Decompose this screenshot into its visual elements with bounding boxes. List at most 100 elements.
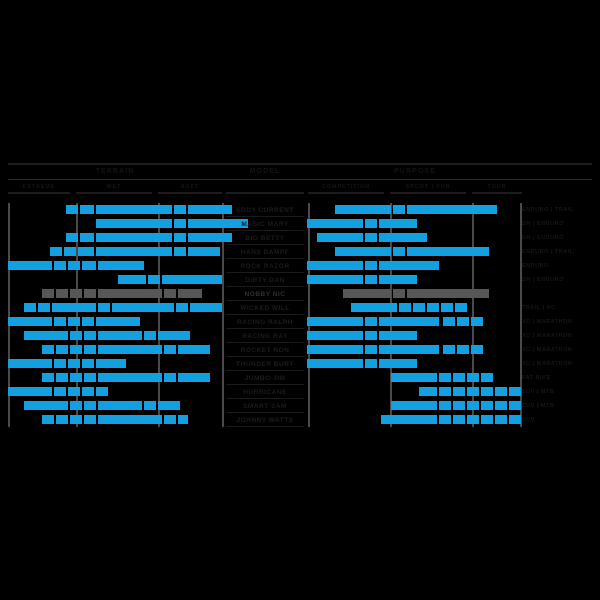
chart-row[interactable]: THUNDER BURT XC | MARATHON bbox=[0, 357, 600, 371]
model-name-underline bbox=[226, 328, 304, 329]
terrain-bar-segment bbox=[68, 359, 80, 368]
terrain-bar-segment bbox=[96, 387, 108, 396]
chart-row[interactable]: DIRTY DAN DH | ENDURO bbox=[0, 273, 600, 287]
terrain-bar-segment bbox=[56, 289, 68, 298]
purpose-bar-segment bbox=[399, 303, 411, 312]
model-name-underline bbox=[226, 356, 304, 357]
model-name-label[interactable]: RACING RALPH bbox=[237, 318, 293, 326]
subcolumn-title-1: WET bbox=[106, 184, 122, 190]
terrain-bar-segment bbox=[98, 373, 162, 382]
terrain-bar-segment bbox=[112, 303, 174, 312]
discipline-label: XC | MARATHON bbox=[522, 347, 573, 353]
terrain-bar-segment bbox=[52, 303, 96, 312]
chart-row[interactable]: JOHNNY WATTS SUV bbox=[0, 413, 600, 427]
chart-row[interactable]: HANS DAMPF ENDURO | TRAIL bbox=[0, 245, 600, 259]
terrain-bar-segment bbox=[188, 247, 220, 256]
chart-row[interactable]: WICKED WILL TRAIL | XC bbox=[0, 301, 600, 315]
terrain-bar-segment bbox=[50, 247, 62, 256]
subcolumn-underline-4 bbox=[390, 192, 466, 194]
model-name-label[interactable]: ROCKET RON bbox=[240, 346, 290, 354]
terrain-bar-segment bbox=[84, 345, 96, 354]
terrain-bar-segment bbox=[178, 415, 188, 424]
terrain-bar-segment bbox=[118, 275, 146, 284]
terrain-bar-segment bbox=[70, 331, 82, 340]
model-name-label[interactable]: WICKED WILL bbox=[240, 304, 290, 312]
terrain-bar-segment bbox=[68, 261, 80, 270]
chart-row[interactable]: ROCK RAZOR ENDURO bbox=[0, 259, 600, 273]
chart-row[interactable]: NOBBY NIC bbox=[0, 287, 600, 301]
terrain-bar-segment bbox=[42, 415, 54, 424]
purpose-bar-segment bbox=[463, 289, 475, 298]
terrain-bar-segment bbox=[42, 345, 54, 354]
model-name-underline bbox=[226, 258, 304, 259]
model-name-label[interactable]: MAGIC MARY bbox=[241, 220, 289, 228]
model-name-underline bbox=[226, 286, 304, 287]
model-name-underline bbox=[226, 216, 304, 217]
purpose-bar-segment bbox=[393, 205, 405, 214]
purpose-bar-segment bbox=[463, 247, 475, 256]
terrain-bar-segment bbox=[178, 289, 202, 298]
terrain-bar-segment bbox=[98, 303, 110, 312]
purpose-bar-segment bbox=[481, 373, 493, 382]
discipline-label: FAT BIKE bbox=[522, 375, 551, 381]
chart-row[interactable]: RACING RALPH XC | MARATHON bbox=[0, 315, 600, 329]
purpose-bar-segment bbox=[393, 289, 405, 298]
subcolumn-underline-1 bbox=[76, 192, 152, 194]
purpose-bar-segment bbox=[481, 387, 493, 396]
purpose-bar-segment bbox=[379, 331, 417, 340]
chart-row[interactable]: RACING RAY XC | MARATHON bbox=[0, 329, 600, 343]
purpose-bar-segment bbox=[335, 247, 391, 256]
terrain-bar-segment bbox=[56, 345, 68, 354]
purpose-bar-segment bbox=[379, 275, 417, 284]
purpose-bar-segment bbox=[365, 261, 377, 270]
discipline-label: SUV bbox=[522, 417, 535, 423]
purpose-bar-segment bbox=[455, 303, 467, 312]
terrain-bar-segment bbox=[188, 219, 248, 228]
model-name-underline bbox=[226, 384, 304, 385]
terrain-bar-segment bbox=[24, 303, 36, 312]
purpose-bar-segment bbox=[467, 415, 479, 424]
terrain-bar-segment bbox=[54, 359, 66, 368]
terrain-bar-segment bbox=[42, 289, 54, 298]
chart-row[interactable]: HURRICANE SUV | MTB bbox=[0, 385, 600, 399]
terrain-bar-segment bbox=[96, 233, 172, 242]
purpose-bar-segment bbox=[481, 401, 493, 410]
purpose-bar-segment bbox=[379, 359, 417, 368]
purpose-bar-segment bbox=[419, 387, 437, 396]
purpose-bar-segment bbox=[467, 401, 479, 410]
chart-row[interactable]: MAGIC MARY DH | ENDURO bbox=[0, 217, 600, 231]
model-name-label[interactable]: SMART SAM bbox=[243, 402, 287, 410]
purpose-bar-segment bbox=[365, 345, 377, 354]
model-name-label[interactable]: THUNDER BURT bbox=[236, 360, 294, 368]
purpose-bar-segment bbox=[439, 401, 451, 410]
model-name-label[interactable]: BIG BETTY bbox=[245, 234, 285, 242]
terrain-bar-segment bbox=[98, 331, 142, 340]
discipline-label: TRAIL | XC bbox=[522, 305, 556, 311]
chart-row[interactable]: BIG BETTY DH | ENDURO bbox=[0, 231, 600, 245]
purpose-bar-segment bbox=[351, 303, 397, 312]
chart-row[interactable]: JUMBO JIM FAT BIKE bbox=[0, 371, 600, 385]
model-name-label[interactable]: EDDY CURRENT bbox=[236, 206, 294, 214]
model-name-label[interactable]: JUMBO JIM bbox=[244, 374, 286, 382]
chart-row[interactable]: SMART SAM SUV | MTB bbox=[0, 399, 600, 413]
discipline-label: DH | ENDURO bbox=[522, 221, 564, 227]
model-name-underline bbox=[226, 426, 304, 427]
purpose-bar-segment bbox=[307, 317, 363, 326]
model-name-label[interactable]: ROCK RAZOR bbox=[240, 262, 290, 270]
model-name-label[interactable]: RACING RAY bbox=[242, 332, 288, 340]
subcolumn-underline-0 bbox=[8, 192, 70, 194]
purpose-bar-segment bbox=[307, 275, 363, 284]
chart-row[interactable]: ROCKET RON XC | MARATHON bbox=[0, 343, 600, 357]
purpose-bar-segment bbox=[495, 401, 507, 410]
model-name-label[interactable]: JOHNNY WATTS bbox=[236, 416, 294, 424]
model-name-label[interactable]: NOBBY NIC bbox=[244, 290, 286, 298]
terrain-bar-segment bbox=[70, 373, 82, 382]
chart-row[interactable]: EDDY CURRENT ENDURO | TRAIL bbox=[0, 203, 600, 217]
model-name-label[interactable]: HURRICANE bbox=[243, 388, 287, 396]
purpose-bar-segment bbox=[379, 219, 417, 228]
model-name-label[interactable]: DIRTY DAN bbox=[245, 276, 285, 284]
purpose-bar-segment bbox=[379, 345, 439, 354]
model-name-underline bbox=[226, 244, 304, 245]
terrain-bar-segment bbox=[82, 359, 94, 368]
model-name-label[interactable]: HANS DAMPF bbox=[240, 248, 290, 256]
